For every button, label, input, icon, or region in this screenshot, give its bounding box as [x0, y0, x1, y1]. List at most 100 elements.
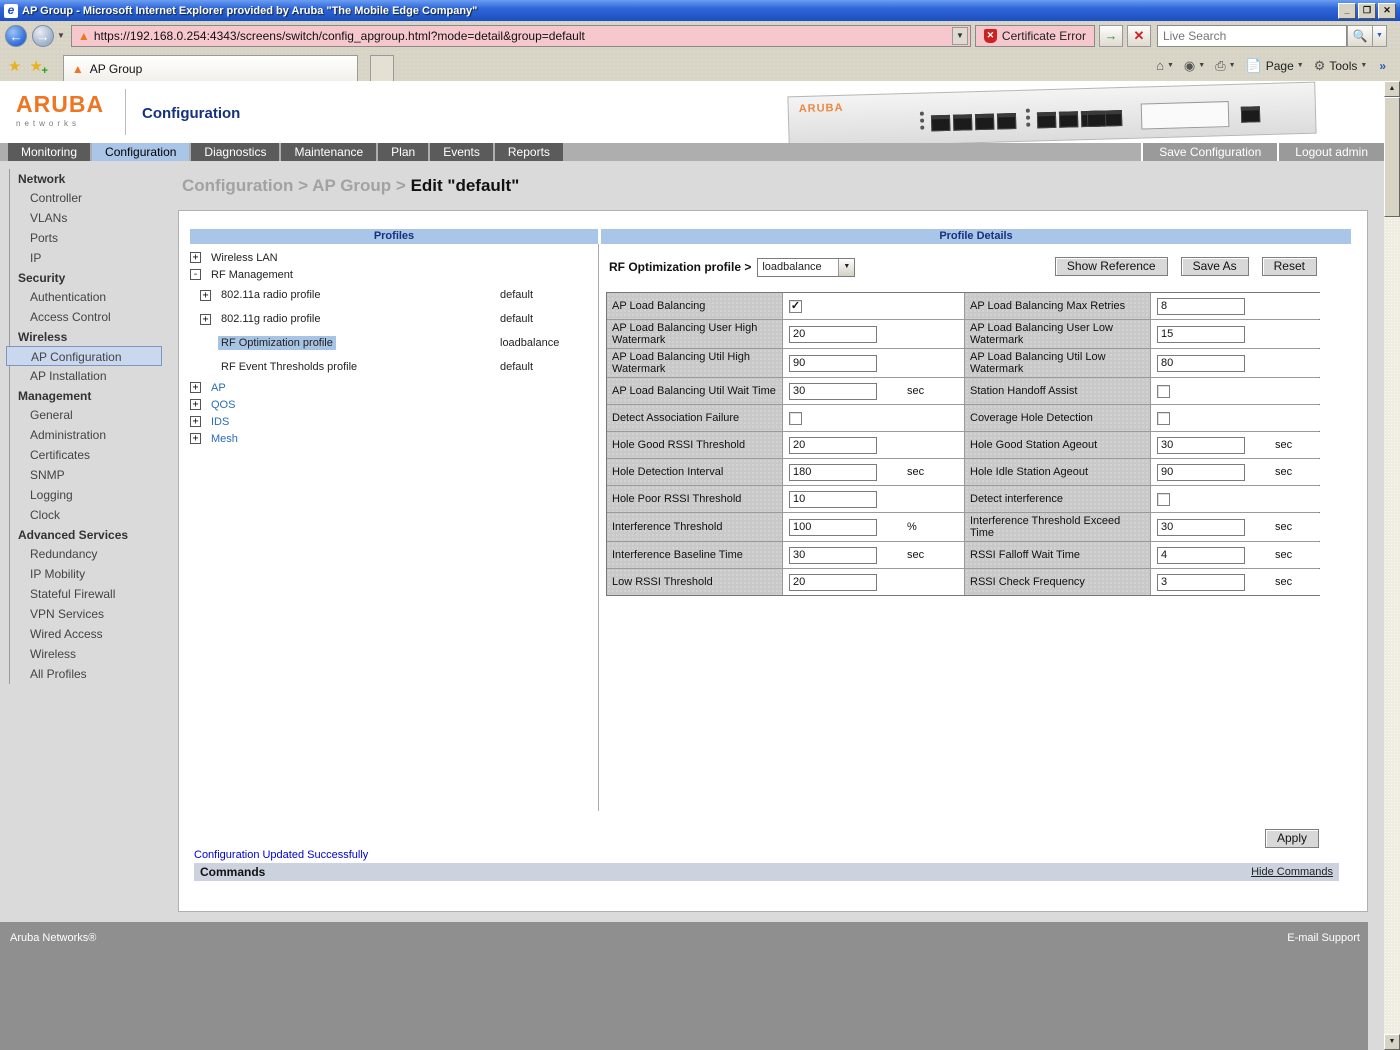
forward-button[interactable]: → — [32, 24, 54, 47]
reset-button[interactable]: Reset — [1261, 257, 1317, 276]
tree-item-802-11g-radio-profile[interactable]: +802.11g radio profile default — [190, 307, 595, 331]
sidebar-item-administration[interactable]: Administration — [30, 428, 107, 442]
sidebar-item-wired-access[interactable]: Wired Access — [30, 627, 103, 641]
tree-item-label[interactable]: Mesh — [211, 432, 238, 445]
tree-item-label[interactable]: RF Optimization profile — [218, 336, 336, 350]
history-dropdown-icon[interactable]: ▼ — [57, 31, 65, 40]
sidebar-item-controller[interactable]: Controller — [30, 191, 83, 205]
live-search-input[interactable] — [1157, 28, 1346, 43]
input-interference-baseline-time[interactable] — [789, 546, 877, 564]
tree-item-wireless-lan[interactable]: + Wireless LAN — [190, 249, 595, 266]
sidebar-item-vlans[interactable]: VLANs — [30, 211, 68, 225]
profile-select[interactable]: loadbalance ▼ — [757, 257, 856, 277]
certificate-error-badge[interactable]: ✕ Certificate Error — [974, 24, 1095, 47]
input-low-rssi-threshold[interactable] — [789, 573, 877, 591]
overflow-chevron-icon[interactable]: » — [1379, 58, 1386, 73]
checkbox-detect-interference[interactable] — [1157, 492, 1170, 506]
checkbox-coverage-hole-detection[interactable] — [1157, 411, 1170, 425]
scroll-down-icon[interactable]: ▼ — [1384, 1034, 1400, 1050]
input-interference-threshold-exceed-time[interactable] — [1157, 518, 1245, 536]
input-ap-load-balancing-max-retries[interactable] — [1157, 297, 1245, 315]
browser-tab[interactable]: ▲ AP Group — [62, 55, 358, 81]
tree-item-label[interactable]: QOS — [211, 398, 236, 411]
tools-dropdown-icon[interactable]: ▼ — [1360, 62, 1368, 69]
input-rssi-check-frequency[interactable] — [1157, 573, 1245, 591]
add-favorite-icon[interactable]: ★ — [29, 57, 48, 77]
home-dropdown-icon[interactable]: ▼ — [1166, 62, 1174, 69]
sidebar-item-general[interactable]: General — [30, 408, 73, 422]
page-icon[interactable]: 📄 — [1245, 57, 1262, 73]
sidebar-item-clock[interactable]: Clock — [30, 508, 61, 522]
sidebar-item-ap-installation[interactable]: AP Installation — [30, 369, 107, 383]
logout-button[interactable]: Logout admin — [1277, 143, 1384, 161]
input-hole-good-station-ageout[interactable] — [1157, 436, 1245, 454]
minimize-button[interactable]: _ — [1338, 2, 1356, 19]
breadcrumb-path[interactable]: Configuration > AP Group > — [182, 176, 406, 195]
save-as-button[interactable]: Save As — [1180, 257, 1249, 276]
sidebar-item-redundancy[interactable]: Redundancy — [30, 547, 98, 561]
input-ap-load-balancing-util-low-watermark[interactable] — [1157, 354, 1245, 372]
tree-item-rf-management[interactable]: - RF Management — [190, 266, 595, 283]
tree-item-label[interactable]: RF Event Thresholds profile — [221, 361, 358, 373]
sidebar-item-vpn-services[interactable]: VPN Services — [30, 607, 105, 621]
sidebar-item-ports[interactable]: Ports — [30, 231, 59, 245]
sidebar-item-certificates[interactable]: Certificates — [30, 448, 91, 462]
tree-item-802-11a-radio-profile[interactable]: +802.11a radio profile default — [190, 283, 595, 307]
tree-item-label[interactable]: Wireless LAN — [211, 251, 278, 264]
gear-icon[interactable]: ⚙ — [1313, 57, 1326, 73]
tab-monitoring[interactable]: Monitoring — [8, 143, 91, 161]
apply-button[interactable]: Apply — [1264, 829, 1319, 848]
input-ap-load-balancing-util-high-watermark[interactable] — [789, 354, 877, 372]
input-rssi-falloff-wait-time[interactable] — [1157, 546, 1245, 564]
input-ap-load-balancing-user-high-watermark[interactable] — [789, 325, 877, 343]
email-support-link[interactable]: E-mail Support — [1287, 932, 1360, 944]
sidebar-item-all-profiles[interactable]: All Profiles — [30, 667, 87, 681]
sidebar-item-ap-configuration[interactable]: AP Configuration — [6, 346, 162, 366]
tab-configuration[interactable]: Configuration — [92, 143, 190, 161]
expand-icon[interactable]: + — [190, 416, 201, 427]
tree-item-mesh[interactable]: + Mesh — [190, 430, 595, 447]
search-input[interactable] — [1156, 24, 1347, 47]
page-dropdown-icon[interactable]: ▼ — [1296, 62, 1304, 69]
go-button[interactable]: → — [1098, 24, 1123, 47]
checkbox-station-handoff-assist[interactable] — [1157, 384, 1170, 398]
tree-item-label[interactable]: IDS — [211, 415, 230, 428]
tab-events[interactable]: Events — [430, 143, 493, 161]
sidebar-item-access-control[interactable]: Access Control — [30, 310, 111, 324]
chevron-down-icon[interactable]: ▼ — [838, 258, 855, 276]
input-hole-idle-station-ageout[interactable] — [1157, 463, 1245, 481]
tab-plan[interactable]: Plan — [378, 143, 429, 161]
sidebar-item-snmp[interactable]: SNMP — [30, 468, 65, 482]
url-text[interactable]: https://192.168.0.254:4343/screens/switc… — [93, 28, 585, 43]
input-ap-load-balancing-util-wait-time[interactable] — [789, 382, 877, 400]
tree-item-label[interactable]: 802.11g radio profile — [221, 313, 321, 325]
expand-icon[interactable]: + — [190, 433, 201, 444]
sidebar-item-ip[interactable]: IP — [30, 251, 42, 265]
show-reference-button[interactable]: Show Reference — [1054, 257, 1168, 276]
checkbox-ap-load-balancing[interactable]: ✓ — [789, 299, 802, 313]
tree-item-ap[interactable]: + AP — [190, 379, 595, 396]
new-tab-stub[interactable] — [369, 55, 394, 81]
close-button[interactable]: ✕ — [1378, 2, 1396, 19]
tree-item-label[interactable]: 802.11a radio profile — [221, 289, 321, 301]
status-message[interactable]: Configuration Updated Successfully — [194, 849, 369, 861]
save-configuration-button[interactable]: Save Configuration — [1141, 143, 1278, 161]
input-interference-threshold[interactable] — [789, 518, 877, 536]
tree-item-qos[interactable]: + QOS — [190, 396, 595, 413]
sidebar-item-logging[interactable]: Logging — [30, 488, 73, 502]
back-button[interactable]: ← — [5, 24, 27, 47]
expand-icon[interactable]: + — [190, 382, 201, 393]
rss-feed-icon[interactable]: ◉ — [1183, 57, 1196, 73]
expand-icon[interactable]: + — [190, 399, 201, 410]
expand-icon[interactable]: + — [200, 313, 211, 325]
rss-dropdown-icon[interactable]: ▼ — [1198, 62, 1206, 69]
scroll-up-icon[interactable]: ▲ — [1384, 81, 1400, 97]
sidebar-item-wireless[interactable]: Wireless — [30, 647, 77, 661]
page-menu[interactable]: Page — [1265, 58, 1294, 73]
scrollbar-thumb[interactable] — [1384, 97, 1400, 217]
sidebar-item-stateful-firewall[interactable]: Stateful Firewall — [30, 587, 116, 601]
expand-icon[interactable]: + — [190, 252, 201, 263]
search-icon[interactable]: 🔍 — [1346, 24, 1373, 47]
search-dropdown-icon[interactable]: ▼ — [1372, 24, 1387, 47]
